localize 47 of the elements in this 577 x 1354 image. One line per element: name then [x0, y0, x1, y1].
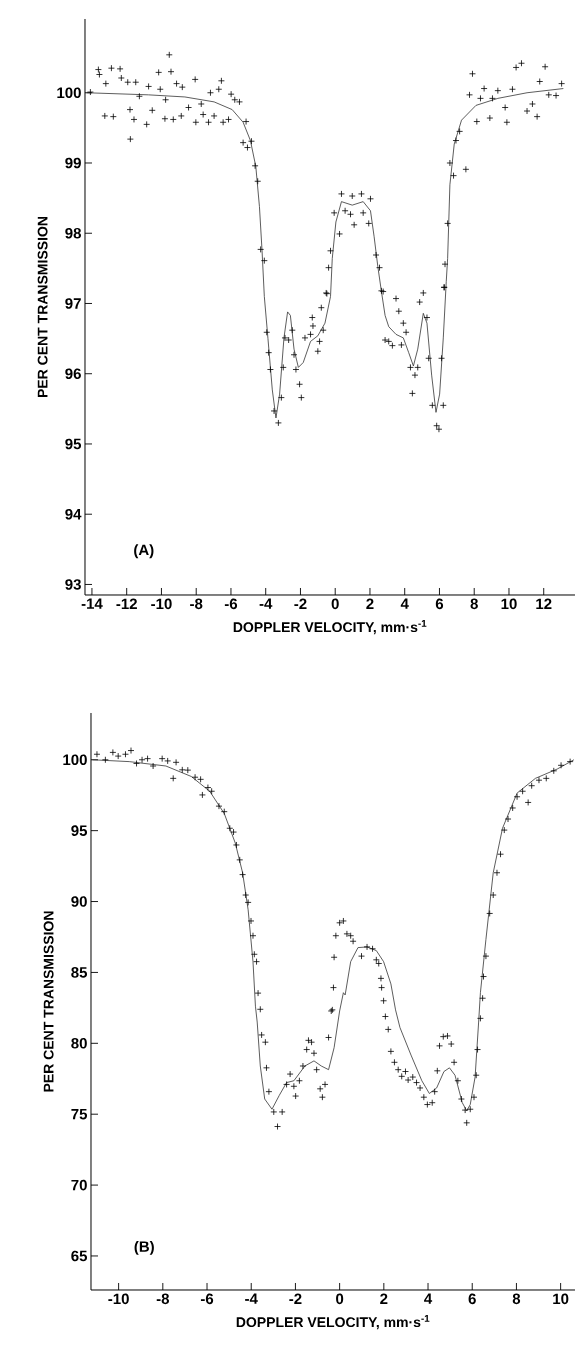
y-tick-label: 96	[65, 368, 81, 380]
x-axis-title: DOPPLER VELOCITY, mm·s$^{-1}$	[233, 620, 427, 635]
y-tick-label: 95	[65, 438, 82, 450]
x-tick-label: -4	[259, 598, 273, 609]
x-tick-label: 0	[331, 598, 339, 610]
x-tick-label: -12	[116, 598, 137, 609]
x-tick-label: -8	[156, 1293, 170, 1305]
y-tick-label: 97	[65, 298, 81, 309]
y-tick-label: 100	[57, 87, 81, 99]
x-tick-label: -8	[190, 598, 203, 610]
x-tick-label: -4	[245, 1293, 258, 1304]
x-tick-label: 8	[470, 598, 478, 610]
x-tick-label: 12	[536, 598, 552, 609]
y-axis-title: PER CENT TRANSMISSION	[43, 911, 54, 1092]
x-tick-label: -10	[151, 598, 172, 610]
x-tick-label: -14	[81, 598, 103, 609]
y-tick-label: 85	[71, 967, 88, 978]
y-tick-label: 95	[71, 825, 88, 836]
y-tick-label: 80	[71, 1038, 87, 1049]
x-tick-label: -2	[294, 598, 307, 609]
x-tick-label: 8	[512, 1293, 521, 1305]
x-tick-label: 2	[380, 1293, 388, 1304]
x-tick-label: -6	[224, 598, 238, 610]
x-tick-label: -2	[289, 1293, 302, 1304]
x-tick-label: 4	[400, 598, 409, 609]
x-tick-label: 0	[336, 1293, 344, 1305]
x-tick-label: 10	[501, 598, 517, 610]
y-tick-label: 90	[71, 896, 87, 907]
x-tick-label: -10	[108, 1293, 129, 1305]
y-tick-label: 100	[63, 754, 87, 766]
y-axis-title: PER CENT TRANSMISSION	[37, 216, 48, 398]
y-tick-label: 94	[65, 508, 82, 520]
y-tick-label: 98	[65, 227, 81, 239]
x-tick-label: 6	[435, 598, 444, 610]
y-tick-label: 75	[71, 1108, 88, 1120]
x-tick-label: 10	[553, 1293, 569, 1305]
annotation: (B)	[134, 1240, 154, 1255]
x-tick-label: 4	[424, 1293, 433, 1304]
annotation: (A)	[134, 544, 154, 559]
y-tick-label: 65	[71, 1250, 88, 1262]
y-tick-label: 70	[71, 1179, 87, 1191]
x-tick-label: 2	[366, 598, 374, 609]
x-tick-label: -6	[200, 1293, 214, 1305]
x-axis-title: DOPPLER VELOCITY, mm·s$^{-1}$	[236, 1315, 430, 1330]
y-tick-label: 93	[65, 579, 81, 590]
y-tick-label: 99	[65, 157, 81, 169]
x-tick-label: 6	[468, 1293, 476, 1305]
